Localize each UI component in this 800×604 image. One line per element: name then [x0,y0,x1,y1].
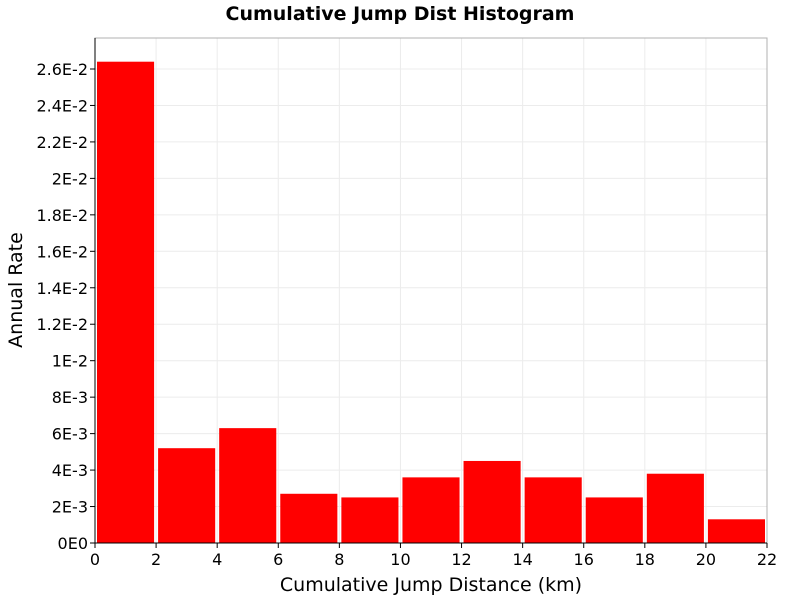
y-tick-label: 4E-3 [52,461,88,480]
x-tick-label: 22 [757,550,777,569]
grid-lines [94,38,768,544]
y-tick-label: 2.2E-2 [36,133,88,152]
x-tick-label: 16 [574,550,594,569]
y-tick-label: 8E-3 [52,388,88,407]
x-tick-label: 20 [696,550,716,569]
histogram-bar-9 [585,497,643,543]
histogram-bar-5 [341,497,399,543]
y-tick-label: 2E-3 [52,498,88,517]
x-tick-label: 12 [451,550,471,569]
histogram-bar-10 [646,473,704,543]
y-tick-label: 2.6E-2 [36,60,88,79]
x-tick-label: 14 [512,550,532,569]
chart-title: Cumulative Jump Dist Histogram [226,3,575,25]
y-tick-label: 6E-3 [52,425,88,444]
histogram-bar-8 [524,477,582,543]
histogram-bar-7 [463,460,521,543]
x-axis-label: Cumulative Jump Distance (km) [280,574,582,596]
x-tick-label: 6 [273,550,283,569]
x-tick-label: 4 [212,550,222,569]
y-axis-label: Annual Rate [5,232,27,348]
y-tick-label: 1.2E-2 [36,315,88,334]
histogram-bar-3 [219,428,277,543]
histogram-bar-6 [402,477,460,543]
y-tick-label: 1.4E-2 [36,279,88,298]
y-tick-label: 1E-2 [52,352,88,371]
y-tick-label: 2.4E-2 [36,96,88,115]
y-tick-label: 0E0 [58,534,88,553]
bars [97,61,765,544]
y-axis-ticks: 0E0 2E-3 4E-3 6E-3 8E-3 1E-2 1.2E-2 1.4E-2 1.6E-… [36,60,95,553]
histogram-bar-4 [280,493,338,543]
histogram-bar-1 [97,61,155,544]
x-tick-label: 8 [334,550,344,569]
x-tick-label: 0 [90,550,100,569]
x-tick-label: 2 [151,550,161,569]
axes [90,38,767,548]
x-tick-label: 10 [390,550,410,569]
x-axis-ticks: 0 2 4 6 8 10 12 14 16 18 20 22 [90,543,777,569]
histogram-bar-11 [707,519,765,543]
y-tick-label: 1.8E-2 [36,206,88,225]
x-tick-label: 18 [635,550,655,569]
y-tick-label: 1.6E-2 [36,242,88,261]
histogram-bar-2 [158,448,216,543]
y-tick-label: 2E-2 [52,169,88,188]
